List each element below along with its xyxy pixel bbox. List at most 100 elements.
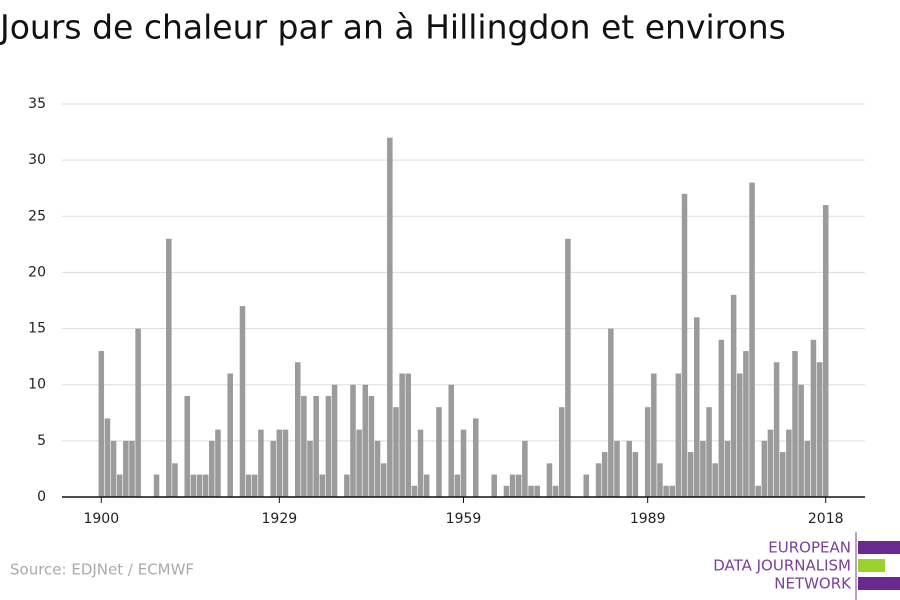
bar bbox=[749, 182, 755, 497]
bar bbox=[98, 351, 105, 497]
bar bbox=[528, 485, 534, 497]
bar bbox=[350, 384, 356, 497]
bar bbox=[755, 485, 761, 497]
bar bbox=[657, 463, 663, 497]
y-tick-label: 35 bbox=[28, 96, 46, 112]
bar bbox=[110, 440, 117, 497]
bar bbox=[473, 418, 479, 497]
bar bbox=[153, 474, 160, 497]
source: Source: EDJNet / ECMWF bbox=[10, 561, 194, 579]
bar bbox=[307, 440, 313, 497]
logo-bar bbox=[858, 577, 900, 590]
bar bbox=[509, 474, 516, 497]
bar bbox=[423, 474, 430, 497]
logo-bar bbox=[858, 541, 900, 554]
bar bbox=[301, 395, 307, 497]
chart-title: Jours de chaleur par an à Hillingdon et … bbox=[0, 8, 786, 47]
bar bbox=[319, 474, 326, 497]
bar bbox=[804, 440, 811, 497]
bar bbox=[694, 317, 700, 497]
bar bbox=[399, 373, 405, 497]
bar bbox=[491, 474, 497, 497]
bar bbox=[104, 418, 111, 497]
bar bbox=[565, 238, 571, 497]
bar bbox=[362, 384, 369, 497]
bar bbox=[534, 485, 540, 497]
y-tick-label: 30 bbox=[28, 152, 46, 168]
x-tick-label: 1959 bbox=[446, 511, 482, 527]
bar bbox=[724, 440, 731, 497]
bar bbox=[792, 351, 798, 497]
bar bbox=[767, 429, 774, 497]
bar bbox=[245, 474, 252, 497]
bar bbox=[773, 362, 780, 497]
bar bbox=[663, 485, 669, 497]
bar bbox=[718, 339, 725, 497]
bar bbox=[700, 440, 706, 497]
bar bbox=[448, 384, 454, 497]
logo-text: NETWORK bbox=[774, 575, 852, 593]
bar bbox=[374, 440, 381, 497]
bar bbox=[614, 440, 620, 497]
bar bbox=[515, 474, 522, 497]
y-tick-label: 0 bbox=[37, 489, 46, 505]
bar bbox=[546, 463, 553, 497]
bar bbox=[135, 328, 141, 497]
bar bbox=[583, 474, 590, 497]
bar bbox=[380, 463, 387, 497]
bar bbox=[325, 395, 332, 497]
bar bbox=[651, 373, 657, 497]
bar bbox=[460, 429, 467, 497]
x-tick-label: 1929 bbox=[262, 511, 298, 527]
bar bbox=[798, 384, 804, 497]
y-tick-label: 15 bbox=[28, 321, 46, 337]
bar bbox=[706, 407, 712, 497]
bar bbox=[687, 452, 694, 497]
bar bbox=[417, 429, 424, 497]
bar bbox=[405, 373, 412, 497]
bar bbox=[313, 395, 319, 497]
y-tick-label: 20 bbox=[28, 264, 46, 280]
bar bbox=[356, 429, 362, 497]
x-tick-label: 1989 bbox=[630, 511, 666, 527]
bar bbox=[116, 474, 123, 497]
logo-bar bbox=[858, 559, 885, 572]
bar bbox=[552, 485, 559, 497]
bar bbox=[601, 452, 608, 497]
y-tick-label: 10 bbox=[28, 377, 46, 393]
bar bbox=[558, 407, 565, 497]
bar bbox=[123, 440, 129, 497]
bar bbox=[608, 328, 614, 497]
bar bbox=[239, 306, 246, 497]
bar bbox=[202, 474, 209, 497]
bar bbox=[743, 351, 749, 497]
bar bbox=[270, 440, 276, 497]
bar bbox=[595, 463, 602, 497]
bar bbox=[252, 474, 258, 497]
bar bbox=[681, 193, 688, 498]
bar bbox=[712, 463, 718, 497]
bar bbox=[393, 407, 399, 497]
bar bbox=[779, 452, 786, 497]
bar bbox=[258, 429, 264, 497]
bar bbox=[669, 485, 675, 497]
bar bbox=[196, 474, 203, 497]
x-tick-label: 2018 bbox=[808, 511, 844, 527]
bar bbox=[522, 440, 528, 497]
bar bbox=[294, 362, 301, 497]
bar bbox=[227, 373, 233, 497]
y-tick-label: 5 bbox=[37, 433, 46, 449]
bar bbox=[209, 440, 215, 497]
y-tick-label: 25 bbox=[28, 208, 46, 224]
bar bbox=[761, 440, 768, 497]
bar bbox=[736, 373, 743, 497]
bar bbox=[387, 137, 393, 497]
bar bbox=[184, 395, 191, 497]
bar bbox=[632, 452, 639, 497]
logo: EUROPEAN DATA JOURNALISM NETWORK bbox=[713, 532, 900, 600]
bar bbox=[436, 407, 442, 497]
bar bbox=[626, 440, 633, 497]
logo-text: EUROPEAN bbox=[768, 539, 851, 557]
bar bbox=[129, 440, 135, 497]
